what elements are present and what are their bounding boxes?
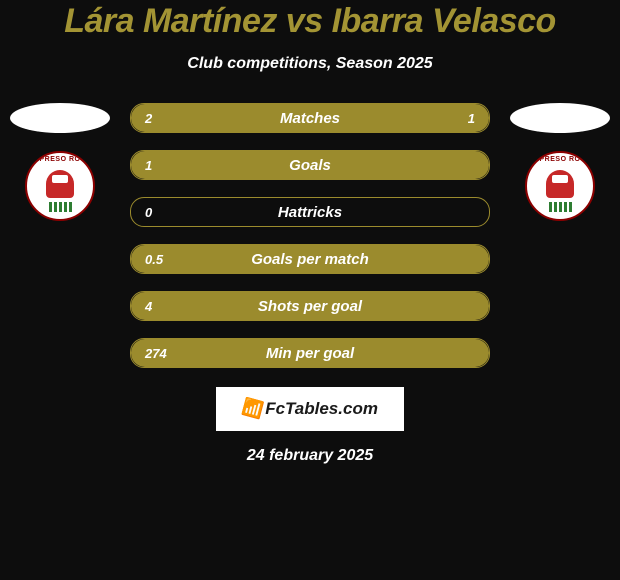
player-left-silhouette	[10, 103, 110, 133]
badge-text-right: EXPRESO ROJO	[529, 156, 591, 163]
signal-icon: 📶	[240, 397, 266, 422]
stat-row: 0 Hattricks	[130, 197, 490, 227]
train-icon	[40, 170, 80, 208]
stat-label: Matches	[280, 110, 340, 127]
train-icon	[540, 170, 580, 208]
stat-label: Shots per goal	[258, 298, 362, 315]
stat-value-left: 1	[145, 158, 152, 173]
page-title: Lára Martínez vs Ibarra Velasco	[0, 2, 620, 41]
stat-row: 4 Shots per goal	[130, 291, 490, 321]
stat-row: 2 Matches 1	[130, 103, 490, 133]
stats-column: 2 Matches 1 1 Goals 0 Hattricks 0.5 Goals per ma…	[112, 103, 508, 385]
date-text: 24 february 2025	[0, 447, 620, 465]
stat-value-right: 1	[468, 111, 475, 126]
stat-value-left: 4	[145, 299, 152, 314]
stat-label: Goals	[289, 157, 331, 174]
stat-value-left: 2	[145, 111, 152, 126]
badge-text-left: EXPRESO ROJO	[29, 156, 91, 163]
team-badge-left: EXPRESO ROJO	[25, 151, 95, 221]
stat-label: Goals per match	[251, 251, 369, 268]
stat-label: Min per goal	[266, 345, 354, 362]
player-left-column: EXPRESO ROJO	[8, 103, 112, 221]
stat-value-left: 0.5	[145, 252, 163, 267]
brand-badge: 📶FcTables.com	[216, 387, 404, 431]
player-right-silhouette	[510, 103, 610, 133]
stat-label: Hattricks	[278, 204, 342, 221]
stat-value-left: 274	[145, 346, 167, 361]
brand-text: FcTables.com	[265, 399, 378, 418]
stat-row: 274 Min per goal	[130, 338, 490, 368]
subtitle: Club competitions, Season 2025	[0, 55, 620, 73]
stat-value-left: 0	[145, 205, 152, 220]
player-right-column: EXPRESO ROJO	[508, 103, 612, 221]
team-badge-right: EXPRESO ROJO	[525, 151, 595, 221]
stat-row: 0.5 Goals per match	[130, 244, 490, 274]
stat-row: 1 Goals	[130, 150, 490, 180]
